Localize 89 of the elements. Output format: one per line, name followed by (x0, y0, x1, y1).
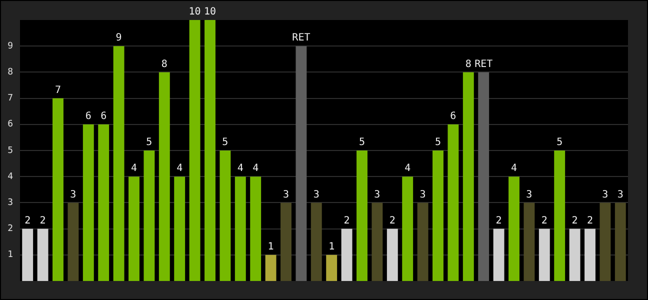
data-label: 2 (389, 215, 396, 226)
y-tick-label: 7 (8, 94, 13, 104)
data-label: 2 (344, 215, 350, 226)
bar (296, 46, 307, 281)
bar (432, 150, 444, 281)
bar (569, 228, 580, 281)
data-label: 3 (374, 189, 380, 200)
bar (386, 228, 398, 281)
bar (204, 20, 216, 281)
data-label: 4 (176, 163, 183, 174)
bar (493, 228, 504, 281)
data-label: 2 (496, 215, 502, 226)
bar (174, 176, 186, 281)
y-tick-label: 9 (8, 41, 13, 52)
data-label: 4 (130, 163, 138, 174)
bar (144, 150, 155, 281)
bar (220, 150, 231, 281)
bar (462, 72, 474, 281)
data-label: 1 (328, 241, 335, 252)
bar (356, 150, 368, 281)
y-tick-label: 5 (8, 146, 13, 156)
data-label: 2 (24, 215, 31, 226)
bar (22, 228, 34, 281)
bar (265, 254, 276, 281)
data-label: 3 (526, 189, 532, 200)
bar (554, 150, 566, 281)
y-tick-label: 8 (8, 68, 13, 78)
data-label: 4 (237, 163, 244, 174)
bar (402, 176, 414, 281)
bar (614, 202, 626, 281)
bar (234, 176, 246, 281)
data-label: 2 (586, 215, 594, 226)
bar (128, 176, 140, 281)
bar (82, 124, 94, 281)
y-tick-label: 3 (8, 198, 13, 208)
bar (68, 202, 79, 281)
data-label: 4 (510, 163, 518, 174)
bar (372, 202, 383, 281)
bar (310, 202, 322, 281)
y-tick-label: 4 (8, 172, 13, 182)
data-label: 2 (40, 215, 46, 226)
data-label: 9 (116, 32, 122, 44)
data-label: 5 (358, 137, 366, 148)
data-label: RET (474, 58, 493, 70)
data-label: 3 (70, 189, 76, 200)
bar (524, 202, 535, 281)
bar (600, 202, 611, 281)
bar (113, 46, 124, 281)
data-label: 2 (572, 215, 578, 226)
data-label: 5 (222, 137, 228, 148)
bar (189, 20, 200, 281)
data-label: 5 (434, 137, 442, 148)
data-label: 3 (420, 189, 426, 200)
data-label: 7 (54, 84, 62, 96)
data-label: 8 (465, 58, 472, 70)
data-label: 3 (617, 189, 624, 200)
data-label: 4 (404, 163, 411, 174)
data-label: 10 (188, 6, 201, 18)
bar (538, 228, 550, 281)
data-label: 2 (541, 215, 548, 226)
data-label: 5 (146, 137, 152, 148)
y-tick-label: 2 (8, 224, 13, 234)
data-label: 5 (556, 137, 563, 148)
bar (280, 202, 292, 281)
y-tick-label: 6 (8, 120, 13, 130)
data-label: 4 (252, 163, 259, 174)
bar (98, 124, 110, 281)
bar (417, 202, 428, 281)
data-label: 8 (161, 58, 168, 70)
bar (478, 72, 490, 281)
data-label: 3 (313, 189, 320, 200)
data-label: 3 (602, 189, 608, 200)
bar (508, 176, 520, 281)
y-tick-label: 1 (8, 250, 13, 260)
bar (341, 228, 352, 281)
data-label: 3 (282, 189, 290, 200)
bar (158, 72, 170, 281)
bar (326, 254, 338, 281)
data-label: 10 (204, 6, 216, 18)
data-label: 6 (100, 110, 107, 122)
data-label: 6 (85, 110, 92, 122)
data-label: 6 (450, 110, 456, 122)
bar (584, 228, 596, 281)
bar (250, 176, 262, 281)
bar (37, 228, 48, 281)
bar (52, 98, 64, 281)
data-label: 1 (268, 241, 274, 252)
data-label: RET (292, 32, 310, 44)
bar (448, 124, 459, 281)
